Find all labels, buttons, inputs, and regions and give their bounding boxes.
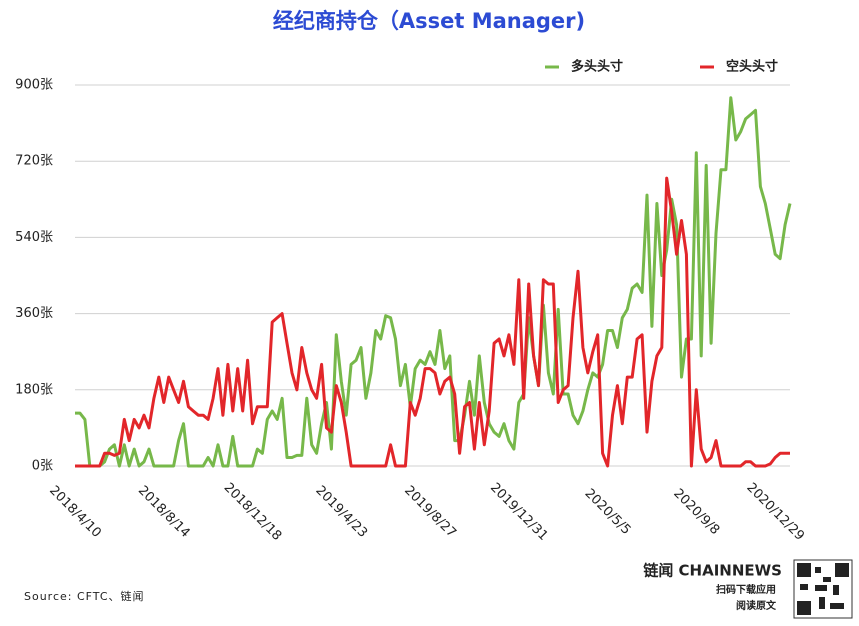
y-tick-label: 720张 <box>15 154 53 169</box>
series-line <box>75 96 792 468</box>
x-tick-label: 2018/12/18 <box>221 480 285 544</box>
y-tick-label: 360张 <box>15 306 53 321</box>
x-tick-label: 2019/12/31 <box>487 480 551 544</box>
x-tick-label: 2020/5/5 <box>582 486 634 538</box>
brand-line: 扫码下载应用 <box>716 583 776 596</box>
legend-label: 多头头寸 <box>571 59 623 75</box>
y-tick-label: 540张 <box>15 230 53 245</box>
qr-code <box>793 559 853 619</box>
y-tick-label: 0张 <box>32 459 53 474</box>
y-tick-label: 180张 <box>15 382 53 397</box>
x-tick-label: 2019/4/23 <box>312 483 370 541</box>
y-tick-label: 900张 <box>15 78 53 93</box>
brand-line: 阅读原文 <box>736 599 777 612</box>
brand: 链闻 CHAINNEWS <box>643 562 782 580</box>
x-tick-label: 2020/12/29 <box>743 480 807 544</box>
x-tick-label: 2018/4/10 <box>46 483 104 541</box>
x-tick-label: 2018/8/14 <box>135 483 193 541</box>
series-line <box>75 176 790 468</box>
x-tick-label: 2019/8/27 <box>401 483 459 541</box>
legend-label: 空头头寸 <box>726 59 778 75</box>
source-note: Source: CFTC、链闻 <box>24 589 145 603</box>
chart-title: 经纪商持仓（Asset Manager) <box>273 9 585 33</box>
x-tick-label: 2020/9/8 <box>670 486 722 538</box>
